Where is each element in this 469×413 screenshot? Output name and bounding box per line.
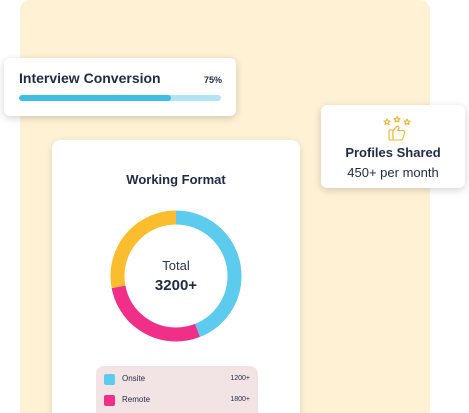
working-format-legend: Onsite 1200+ Remote 1800+ [96, 366, 258, 413]
legend-value-onsite: 1200+ [230, 375, 250, 382]
legend-swatch-onsite [104, 374, 115, 385]
legend-item-onsite: Onsite 1200+ [104, 373, 250, 387]
donut-slice-other [110, 210, 242, 342]
legend-swatch-remote [104, 395, 115, 406]
interview-conversion-percent: 75% [203, 75, 222, 85]
donut-center-total: 3200+ [154, 277, 198, 294]
interview-conversion-title: Interview Conversion [19, 70, 161, 86]
working-format-card: Working Format Total 3200+ Onsite 1200+ … [52, 140, 300, 413]
donut-center: Total 3200+ [110, 210, 242, 342]
profiles-shared-title: Profiles Shared [345, 145, 441, 160]
donut-slice-remote [110, 210, 242, 342]
interview-conversion-card: Interview Conversion 75% [4, 58, 236, 116]
profiles-shared-card: Profiles Shared 450+ per month [321, 105, 465, 188]
legend-item-remote: Remote 1800+ [104, 394, 250, 408]
legend-label-remote: Remote [122, 395, 151, 404]
legend-value-remote: 1800+ [230, 396, 250, 403]
interview-conversion-progress-track [19, 95, 221, 101]
profiles-shared-subtitle: 450+ per month [347, 165, 439, 180]
interview-conversion-progress-fill [19, 95, 171, 101]
working-format-title: Working Format [126, 172, 226, 187]
working-format-donut-chart [110, 210, 242, 342]
donut-center-label: Total [162, 258, 190, 273]
legend-label-onsite: Onsite [122, 374, 146, 383]
thumbs-up-stars-icon [383, 115, 411, 141]
